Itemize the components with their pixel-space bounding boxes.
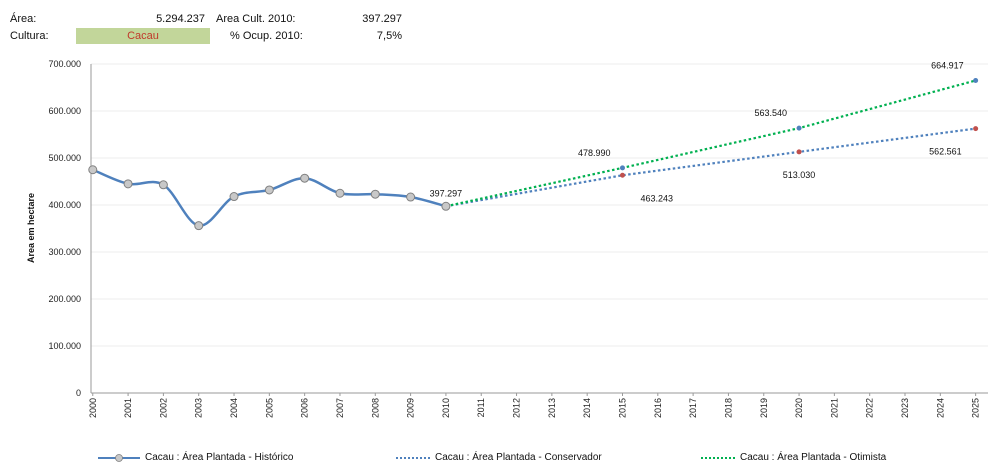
y-tick-label: 100.000 bbox=[48, 341, 81, 351]
series-line-historico bbox=[92, 168, 447, 227]
data-label: 513.030 bbox=[783, 170, 816, 180]
series-line-conservador bbox=[445, 127, 976, 208]
data-labels: 397.297 478.990 463.243 563.540 513.030 664.9… bbox=[430, 60, 964, 203]
x-tick-label: 2016 bbox=[653, 398, 663, 418]
y-tick-label: 400.000 bbox=[48, 200, 81, 210]
data-label: 562.561 bbox=[929, 147, 962, 157]
y-tick-labels: 0 100.000 200.000 300.000 400.000 500.000 600.… bbox=[48, 59, 81, 398]
axes bbox=[90, 64, 988, 396]
x-tick-label: 2019 bbox=[759, 398, 769, 418]
grid-lines bbox=[91, 63, 988, 347]
y-tick-label: 500.000 bbox=[48, 153, 81, 163]
x-tick-label: 2003 bbox=[194, 398, 204, 418]
data-point-historico bbox=[194, 221, 204, 231]
legend-item-historico: Cacau : Área Plantada - Histórico bbox=[97, 452, 293, 464]
x-tick-label: 2008 bbox=[370, 398, 380, 418]
x-tick-label: 2020 bbox=[794, 398, 804, 418]
legend-label-conservador: Cacau : Área Plantada - Conservador bbox=[435, 452, 602, 463]
y-tick-label: 200.000 bbox=[48, 294, 81, 304]
data-label: 664.917 bbox=[931, 60, 964, 70]
legend-line-solid-icon bbox=[98, 454, 140, 462]
legend-item-otimista: Cacau : Área Plantada - Otimista bbox=[700, 452, 886, 464]
y-tick-label: 600.000 bbox=[48, 106, 81, 116]
x-tick-label: 2010 bbox=[441, 398, 451, 418]
x-tick-label: 2012 bbox=[512, 398, 522, 418]
data-point-historico bbox=[406, 192, 416, 202]
y-tick-label: 0 bbox=[76, 388, 81, 398]
data-point-otimista bbox=[619, 165, 625, 171]
x-tick-label: 2014 bbox=[582, 398, 592, 418]
x-tick-label: 2000 bbox=[88, 398, 98, 418]
area-cult-value: 397.297 bbox=[362, 13, 402, 25]
data-point-historico bbox=[335, 188, 345, 198]
series-line-otimista bbox=[445, 79, 976, 208]
x-tick-label: 2001 bbox=[123, 398, 133, 418]
x-tick-label: 2015 bbox=[617, 398, 627, 418]
data-point-historico bbox=[88, 165, 98, 175]
x-tick-label: 2022 bbox=[865, 398, 875, 418]
x-tick-label: 2023 bbox=[900, 398, 910, 418]
y-axis-label: Area em hectare bbox=[26, 193, 36, 263]
data-label: 563.540 bbox=[755, 108, 788, 118]
cultura-label: Cultura: bbox=[10, 30, 49, 42]
data-point-historico bbox=[229, 192, 239, 202]
data-point-conservador bbox=[619, 172, 625, 178]
ocup-label: % Ocup. 2010: bbox=[230, 30, 303, 42]
data-label: 397.297 bbox=[430, 188, 463, 198]
x-tick-label: 2018 bbox=[723, 398, 733, 418]
area-label: Área: bbox=[10, 13, 37, 25]
data-label: 478.990 bbox=[578, 148, 611, 158]
x-tick-label: 2007 bbox=[335, 398, 345, 418]
ocup-value: 7,5% bbox=[376, 30, 402, 42]
x-tick-label: 2025 bbox=[971, 398, 981, 418]
x-tick-label: 2021 bbox=[829, 398, 839, 418]
x-tick-label: 2004 bbox=[229, 398, 239, 418]
x-tick-label: 2005 bbox=[264, 398, 274, 418]
x-tick-labels: 2000 2001 2002 2003 2004 2005 2006 2007 2008 2009… bbox=[88, 398, 981, 418]
x-tick-label: 2017 bbox=[688, 398, 698, 418]
data-point-historico bbox=[123, 179, 133, 189]
y-tick-label: 700.000 bbox=[48, 59, 81, 69]
data-point-historico bbox=[441, 201, 451, 211]
data-point-historico bbox=[264, 185, 274, 195]
data-point-historico bbox=[300, 173, 310, 183]
legend-line-dotted-green-icon bbox=[701, 457, 735, 459]
series-lines bbox=[92, 79, 976, 227]
legend-label-otimista: Cacau : Área Plantada - Otimista bbox=[740, 452, 887, 463]
area-cult-label: Area Cult. 2010: bbox=[216, 13, 296, 25]
data-point-conservador bbox=[973, 126, 979, 132]
legend-label-historico: Cacau : Área Plantada - Histórico bbox=[145, 452, 294, 463]
series-markers bbox=[88, 77, 979, 231]
x-tick-label: 2006 bbox=[300, 398, 310, 418]
x-tick-label: 2013 bbox=[547, 398, 557, 418]
x-tick-label: 2009 bbox=[406, 398, 416, 418]
x-tick-label: 2002 bbox=[158, 398, 168, 418]
x-tick-label: 2024 bbox=[935, 398, 945, 418]
area-value: 5.294.237 bbox=[156, 13, 205, 25]
data-point-otimista bbox=[973, 77, 979, 83]
y-tick-label: 300.000 bbox=[48, 247, 81, 257]
data-point-conservador bbox=[796, 149, 802, 155]
x-tick-label: 2011 bbox=[476, 398, 486, 417]
data-point-historico bbox=[370, 189, 380, 199]
legend-item-conservador: Cacau : Área Plantada - Conservador bbox=[395, 452, 602, 464]
data-label: 463.243 bbox=[640, 193, 673, 203]
legend-line-dotted-blue-icon bbox=[396, 457, 430, 459]
data-point-otimista bbox=[796, 125, 802, 131]
data-point-historico bbox=[158, 180, 168, 190]
cultura-value-cell: Cacau bbox=[76, 28, 210, 44]
